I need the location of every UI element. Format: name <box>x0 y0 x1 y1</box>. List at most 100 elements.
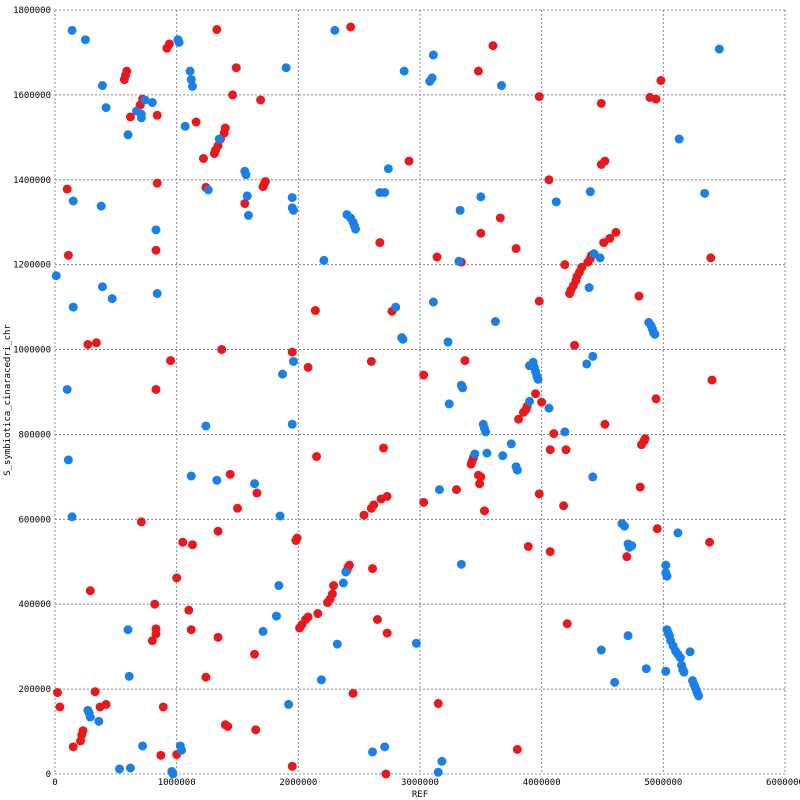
data-point <box>250 649 260 659</box>
data-point <box>212 25 222 35</box>
data-point <box>561 445 571 455</box>
data-point <box>454 256 464 266</box>
data-point <box>470 449 480 459</box>
data-point <box>338 578 348 588</box>
data-point <box>531 389 541 399</box>
data-point <box>201 672 211 682</box>
data-point <box>152 178 162 188</box>
data-point <box>635 482 645 492</box>
data-point <box>368 564 378 574</box>
y-tick-label: 400000 <box>18 600 51 610</box>
y-tick-label: 1600000 <box>13 91 51 101</box>
data-point <box>582 359 592 369</box>
data-point <box>380 188 390 198</box>
data-point <box>383 164 393 174</box>
data-point <box>152 289 162 299</box>
data-point <box>85 712 95 722</box>
data-point <box>174 37 184 47</box>
data-point <box>94 716 104 726</box>
data-point <box>544 403 554 413</box>
data-point <box>577 262 587 272</box>
y-tick-label: 600000 <box>18 515 51 525</box>
data-point <box>288 356 298 366</box>
data-point <box>419 497 429 507</box>
data-point <box>101 699 111 709</box>
data-point <box>303 612 313 622</box>
data-point <box>675 653 685 663</box>
y-tick-label: 1800000 <box>13 6 51 16</box>
y-tick-label: 800000 <box>18 430 51 440</box>
data-point <box>456 559 466 569</box>
data-point <box>652 524 662 534</box>
data-point <box>514 414 524 424</box>
y-tick-label: 1000000 <box>13 346 51 356</box>
data-point <box>312 452 322 462</box>
data-point <box>332 639 342 649</box>
data-point <box>619 521 629 531</box>
data-point <box>434 485 444 495</box>
data-point <box>203 185 213 195</box>
data-point <box>600 156 610 166</box>
data-point <box>225 469 235 479</box>
data-point <box>512 744 522 754</box>
data-point <box>55 702 65 712</box>
y-tick-label: 0 <box>46 770 51 780</box>
data-point <box>481 427 491 437</box>
data-point <box>707 375 717 385</box>
data-point <box>584 283 594 293</box>
data-point <box>223 721 233 731</box>
data-point <box>85 586 95 596</box>
data-point <box>147 636 157 646</box>
data-point <box>177 745 187 755</box>
grid-lines <box>54 9 786 775</box>
data-point <box>605 233 615 243</box>
data-point <box>679 667 689 677</box>
data-point <box>107 294 117 304</box>
data-point <box>166 356 176 366</box>
data-point <box>67 25 77 35</box>
data-point <box>63 250 73 260</box>
data-point <box>125 112 135 122</box>
data-point <box>382 491 392 501</box>
data-point <box>534 489 544 499</box>
data-point <box>281 63 291 73</box>
data-point <box>595 253 605 263</box>
data-point <box>610 677 620 687</box>
data-point <box>382 628 392 638</box>
x-tick-label: 2000000 <box>279 778 317 788</box>
data-point <box>585 187 595 197</box>
data-point <box>611 227 621 237</box>
data-point <box>184 605 194 615</box>
y-tick-label: 1200000 <box>13 261 51 271</box>
data-point <box>476 228 486 238</box>
data-point <box>122 66 132 76</box>
data-point <box>428 297 438 307</box>
data-point <box>68 196 78 206</box>
data-point <box>488 41 498 51</box>
data-point <box>534 92 544 102</box>
data-point <box>596 98 606 108</box>
data-point <box>138 741 148 751</box>
data-point <box>685 647 695 657</box>
data-point <box>191 117 201 127</box>
data-point <box>661 666 671 676</box>
data-point <box>62 184 72 194</box>
data-point <box>475 479 485 489</box>
data-point <box>271 611 281 621</box>
data-point <box>379 443 388 453</box>
data-point <box>187 540 197 550</box>
data-point <box>67 512 77 522</box>
data-point <box>256 95 266 105</box>
data-point <box>80 35 90 45</box>
data-point <box>310 306 320 316</box>
data-point <box>217 345 227 355</box>
x-tick-label: 0 <box>52 778 57 788</box>
data-point <box>341 567 351 577</box>
data-point <box>220 123 230 133</box>
data-point <box>172 573 182 583</box>
data-point <box>479 506 489 516</box>
data-point <box>460 356 470 366</box>
data-points <box>51 22 724 779</box>
data-point <box>562 619 572 629</box>
